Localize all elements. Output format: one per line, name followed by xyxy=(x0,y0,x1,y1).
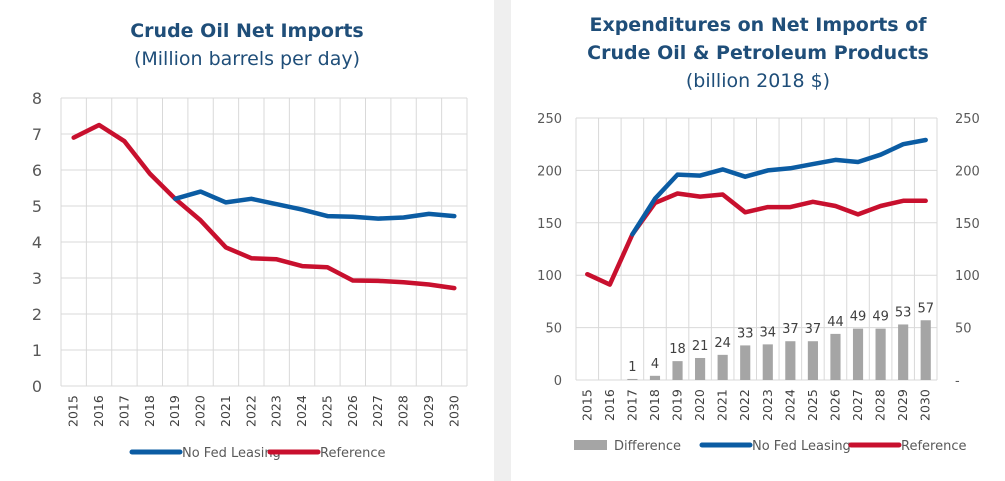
chart1-bar-difference xyxy=(717,354,728,380)
chart1-bar-difference xyxy=(740,345,751,380)
chart0-xtick-label: 2023 xyxy=(269,395,284,427)
chart1-xtick-label: 2021 xyxy=(715,389,730,421)
chart0-xtick-label: 2024 xyxy=(294,395,309,427)
chart0-legend-reference-label: Reference xyxy=(320,446,385,461)
chart1-bar-difference xyxy=(695,357,706,380)
chart1-bar-data-label: 37 xyxy=(805,322,822,337)
chart1-xtick-label: 2016 xyxy=(602,389,617,421)
chart1-xtick-label: 2017 xyxy=(624,389,639,421)
chart1-bar-data-label: 49 xyxy=(872,310,889,325)
chart0-legend-no-fed-leasing-label: No Fed Leasing xyxy=(182,446,281,461)
chart0-xtick-label: 2018 xyxy=(142,395,157,427)
chart0-ytick-label: 8 xyxy=(32,89,42,108)
chart1-xtick-label: 2024 xyxy=(782,389,797,421)
panel-separator xyxy=(494,0,511,481)
chart1-bar-data-label: 49 xyxy=(850,310,867,325)
chart0-xtick-label: 2019 xyxy=(167,395,182,427)
chart0-xtick-label: 2020 xyxy=(193,395,208,427)
chart1-bar-difference xyxy=(762,344,773,380)
chart1-xtick-label: 2026 xyxy=(827,389,842,421)
chart1-xtick-label: 2025 xyxy=(805,389,820,421)
chart1-xtick-label: 2018 xyxy=(647,389,662,421)
chart1-bar-data-label: 21 xyxy=(692,339,709,354)
chart0-xtick-label: 2030 xyxy=(446,395,461,427)
chart1-bar-difference xyxy=(785,341,796,380)
chart1-legend-no-fed-leasing-label: No Fed Leasing xyxy=(752,439,851,454)
chart1-xtick-label: 2023 xyxy=(760,389,775,421)
chart1-bar-data-label: 44 xyxy=(827,315,844,330)
right-chart-subtitle: (billion 2018 $) xyxy=(685,70,831,92)
chart1-xtick-label: 2019 xyxy=(670,389,685,421)
chart0-ytick-label: 3 xyxy=(32,269,42,288)
chart1-xtick-label: 2027 xyxy=(850,389,865,421)
chart0-xtick-label: 2029 xyxy=(421,395,436,427)
right-chart-title-line2: Crude Oil & Petroleum Products xyxy=(587,42,929,64)
chart1-ytick-label: 50 xyxy=(545,322,562,337)
right-chart-title-line1: Expenditures on Net Imports of xyxy=(589,14,927,36)
chart1-ytick-label: 150 xyxy=(537,217,562,232)
chart1-bar-difference xyxy=(649,375,661,380)
chart0-line-no-fed-leasing xyxy=(172,189,457,221)
chart0-line-reference xyxy=(71,122,457,291)
chart1-ytick-label: 200 xyxy=(537,164,562,179)
chart1-ytick-right-label: 250 xyxy=(955,112,980,127)
chart1-xtick-label: 2029 xyxy=(895,389,910,421)
chart1-bar-difference xyxy=(807,341,818,380)
chart1-bar-difference xyxy=(627,378,638,380)
chart0-ytick-label: 4 xyxy=(32,233,42,252)
chart1-ytick-right-label: 200 xyxy=(955,164,980,179)
chart0-xtick-label: 2028 xyxy=(396,395,411,427)
chart1-bar-difference xyxy=(898,324,909,380)
chart1-bar-data-label: 34 xyxy=(760,325,777,340)
chart1-ytick-label: 250 xyxy=(537,112,562,127)
chart1-bar-data-label: 53 xyxy=(895,305,912,320)
chart1-bar-data-label: 1 xyxy=(628,360,636,375)
left-chart-title: Crude Oil Net Imports (Million barrels p… xyxy=(0,17,494,73)
chart1-bar-data-label: 18 xyxy=(669,342,686,357)
chart1-bar-data-label: 57 xyxy=(917,301,934,316)
chart1-xtick-label: 2015 xyxy=(579,389,594,421)
chart0-ytick-label: 0 xyxy=(32,377,42,396)
chart1-bar-difference xyxy=(875,328,886,380)
chart1-ytick-right-label: - xyxy=(955,374,960,389)
chart1-xtick-label: 2022 xyxy=(737,389,752,421)
chart1-legend-reference-label: Reference xyxy=(901,439,966,454)
left-chart-title-text: Crude Oil Net Imports xyxy=(130,20,364,42)
chart1-ytick-right-label: 50 xyxy=(955,322,972,337)
chart0-ytick-label: 5 xyxy=(32,197,42,216)
chart0-xtick-label: 2027 xyxy=(370,395,385,427)
right-chart-title: Expenditures on Net Imports of Crude Oil… xyxy=(511,11,1005,95)
chart0-xtick-label: 2021 xyxy=(218,395,233,427)
chart1-bar-difference xyxy=(852,328,864,380)
chart1-ytick-label: 100 xyxy=(537,269,562,284)
chart0-xtick-label: 2022 xyxy=(243,395,258,427)
chart0-xtick-label: 2017 xyxy=(116,395,131,427)
chart1-bar-difference xyxy=(830,333,841,380)
chart0-ytick-label: 1 xyxy=(32,341,42,360)
chart0-xtick-label: 2015 xyxy=(66,395,81,427)
chart0-ytick-label: 7 xyxy=(32,125,42,144)
chart0-ytick-label: 2 xyxy=(32,305,42,324)
chart0-ytick-label: 6 xyxy=(32,161,42,180)
chart1-bar-difference xyxy=(672,361,683,380)
chart1-xtick-label: 2028 xyxy=(873,389,888,421)
chart0-xtick-label: 2025 xyxy=(319,395,334,427)
chart0-xtick-label: 2026 xyxy=(345,395,360,427)
chart1-bar-data-label: 24 xyxy=(714,336,731,351)
chart1-ytick-label: 0 xyxy=(554,374,562,389)
chart1-bar-difference xyxy=(920,320,931,380)
chart1-ytick-right-label: 100 xyxy=(955,269,980,284)
chart1-bar-data-label: 37 xyxy=(782,322,799,337)
chart1-bar-data-label: 4 xyxy=(651,357,659,372)
chart1-legend-difference-swatch xyxy=(574,440,607,450)
chart1-legend-difference-label: Difference xyxy=(614,439,681,454)
chart1-ytick-right-label: 150 xyxy=(955,217,980,232)
chart0-xtick-label: 2016 xyxy=(91,395,106,427)
left-chart-subtitle: (Million barrels per day) xyxy=(133,48,361,70)
chart1-xtick-label: 2030 xyxy=(918,389,933,421)
chart1-bar-data-label: 33 xyxy=(737,326,754,341)
chart1-xtick-label: 2020 xyxy=(692,389,707,421)
chart1-line-no-fed-leasing xyxy=(630,137,928,237)
